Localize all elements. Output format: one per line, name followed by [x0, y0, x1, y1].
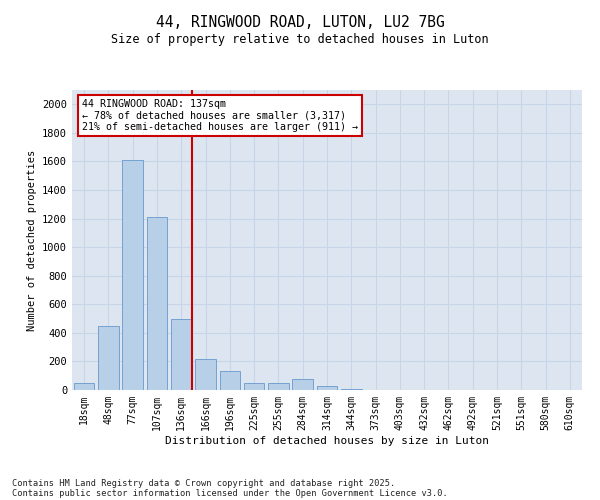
Bar	[74, 383, 94, 390]
Text: Contains public sector information licensed under the Open Government Licence v3: Contains public sector information licen…	[12, 488, 448, 498]
Text: 44 RINGWOOD ROAD: 137sqm
← 78% of detached houses are smaller (3,317)
21% of sem: 44 RINGWOOD ROAD: 137sqm ← 78% of detach…	[82, 99, 358, 132]
Bar	[244, 383, 265, 390]
Bar	[171, 318, 191, 390]
Bar	[268, 383, 289, 390]
Text: Size of property relative to detached houses in Luton: Size of property relative to detached ho…	[111, 32, 489, 46]
Bar	[220, 372, 240, 390]
Y-axis label: Number of detached properties: Number of detached properties	[26, 150, 37, 330]
Bar	[317, 386, 337, 390]
Bar	[122, 160, 143, 390]
Text: 44, RINGWOOD ROAD, LUTON, LU2 7BG: 44, RINGWOOD ROAD, LUTON, LU2 7BG	[155, 15, 445, 30]
Text: Contains HM Land Registry data © Crown copyright and database right 2025.: Contains HM Land Registry data © Crown c…	[12, 478, 395, 488]
Bar	[292, 378, 313, 390]
Bar	[98, 326, 119, 390]
X-axis label: Distribution of detached houses by size in Luton: Distribution of detached houses by size …	[165, 436, 489, 446]
Bar	[146, 217, 167, 390]
Bar	[195, 358, 216, 390]
